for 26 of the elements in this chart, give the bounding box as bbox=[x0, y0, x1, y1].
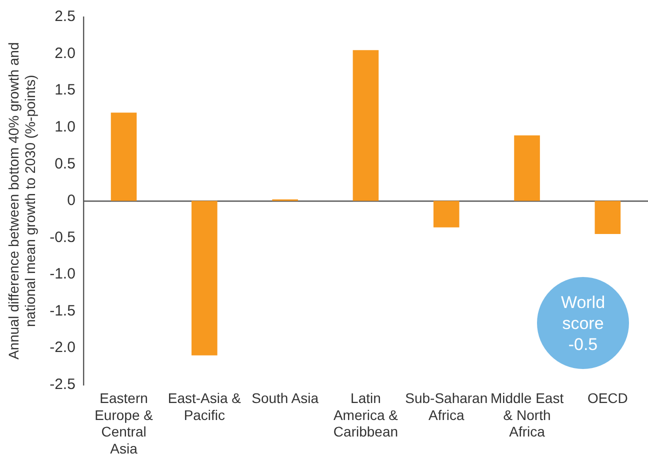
x-tick-label: East-Asia & Pacific bbox=[168, 390, 242, 423]
y-tick-label: -2.5 bbox=[50, 376, 76, 393]
y-axis-title: Annual difference between bottom 40% growth and national mean growth to 2030 (%-points) bbox=[5, 42, 38, 360]
bar bbox=[433, 200, 460, 228]
bar bbox=[594, 200, 621, 234]
y-tick-label: 0 bbox=[67, 192, 76, 210]
x-tick-label: Middle East & North Africa bbox=[490, 390, 564, 440]
y-tick-label: -0.5 bbox=[50, 228, 76, 246]
x-tick-label: OECD bbox=[587, 390, 628, 406]
y-tick-label: 1.5 bbox=[54, 82, 76, 99]
x-tick-label: Eastern Europe & Central Asia bbox=[94, 390, 154, 456]
bar bbox=[192, 200, 218, 356]
y-tick-label: -2.0 bbox=[50, 339, 76, 356]
y-tick-label: 2.5 bbox=[54, 8, 76, 26]
y-tick-label: 2.0 bbox=[54, 44, 76, 62]
bar bbox=[514, 135, 540, 201]
x-tick-label: Sub-Saharan Africa bbox=[405, 390, 488, 423]
y-tick-label: 0.5 bbox=[54, 155, 76, 172]
bar bbox=[110, 112, 137, 201]
circle-badge: World score -0.5 bbox=[537, 277, 629, 369]
y-tick-label: 1.0 bbox=[54, 118, 76, 136]
x-tick-label: South Asia bbox=[252, 390, 319, 406]
x-tick-label: Latin America & Caribbean bbox=[333, 390, 399, 440]
bar bbox=[352, 50, 379, 201]
y-tick-label: -1.5 bbox=[50, 302, 76, 320]
y-tick-label: -1.0 bbox=[50, 266, 76, 283]
